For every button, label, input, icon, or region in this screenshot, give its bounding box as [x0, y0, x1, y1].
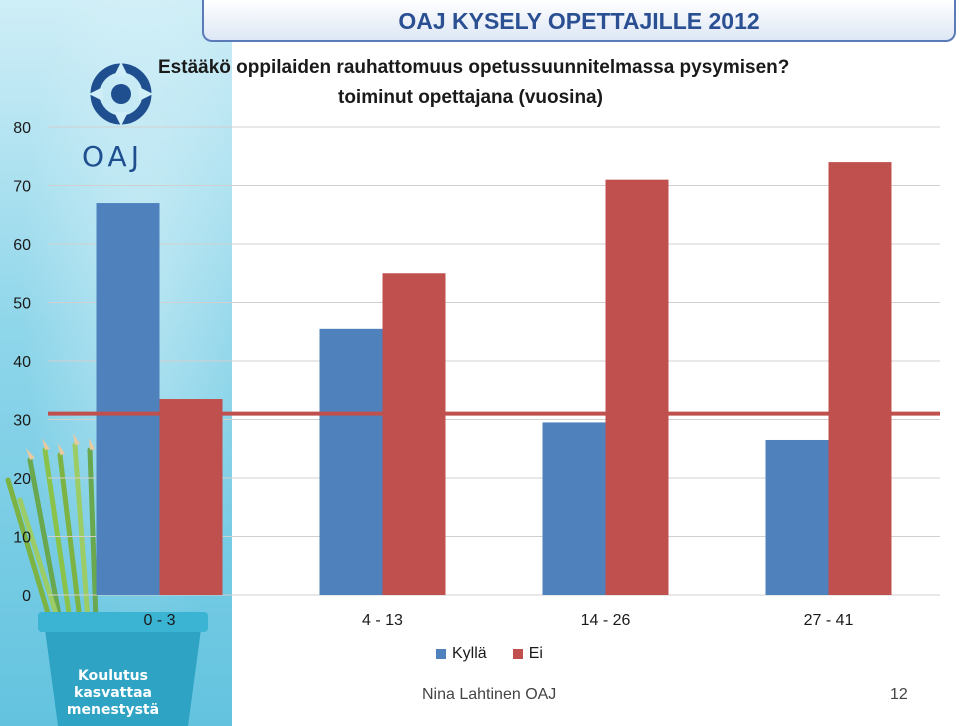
- bar-ei: [382, 273, 446, 595]
- x-tick-label: 14 - 26: [581, 612, 631, 629]
- flower-pot-icon: [38, 612, 208, 726]
- chart-title: toiminut opettajana (vuosina): [338, 87, 603, 108]
- logo-text: OAJ: [82, 140, 143, 173]
- bar-kylla: [96, 203, 160, 596]
- y-tick-label: 40: [13, 354, 31, 371]
- x-tick-label: 0 - 3: [143, 612, 175, 629]
- legend-label-kylla: Kyllä: [452, 645, 487, 662]
- y-tick-label: 80: [13, 120, 31, 137]
- bar-ei: [828, 162, 892, 595]
- chart-legend: Kyllä Ei: [436, 645, 543, 663]
- footer-author: Nina Lahtinen OAJ: [422, 686, 557, 703]
- bar-kylla: [542, 422, 606, 595]
- pot-slogan-line: Koulutus: [78, 668, 148, 684]
- page-number: 12: [890, 686, 908, 703]
- page-title: OAJ KYSELY OPETTAJILLE 2012: [398, 8, 760, 34]
- y-tick-label: 10: [13, 530, 31, 547]
- legend-label-ei: Ei: [528, 645, 543, 662]
- oaj-logo-icon: [89, 62, 153, 126]
- bar-kylla: [319, 328, 383, 595]
- x-tick-label: 27 - 41: [804, 612, 854, 629]
- y-tick-label: 60: [13, 237, 31, 254]
- bar-ei: [605, 179, 669, 595]
- header-banner: OAJ KYSELY OPETTAJILLE 2012: [202, 0, 956, 42]
- y-tick-label: 30: [13, 413, 31, 430]
- y-tick-label: 20: [13, 471, 31, 488]
- pot-slogan: Koulutus kasvattaa menestystä: [38, 668, 188, 719]
- legend-swatch-ei: [512, 649, 523, 659]
- legend-swatch-kylla: [436, 649, 446, 659]
- survey-question: Estääkö oppilaiden rauhattomuus opetussu…: [158, 57, 790, 78]
- bar-kylla: [765, 439, 829, 595]
- x-tick-label: 4 - 13: [362, 612, 403, 629]
- bar-ei: [159, 399, 223, 595]
- pot-slogan-line: kasvattaa: [74, 685, 152, 701]
- y-tick-label: 70: [13, 179, 31, 196]
- y-tick-label: 0: [22, 588, 31, 605]
- pot-slogan-line: menestystä: [66, 702, 160, 718]
- y-tick-label: 50: [13, 296, 31, 313]
